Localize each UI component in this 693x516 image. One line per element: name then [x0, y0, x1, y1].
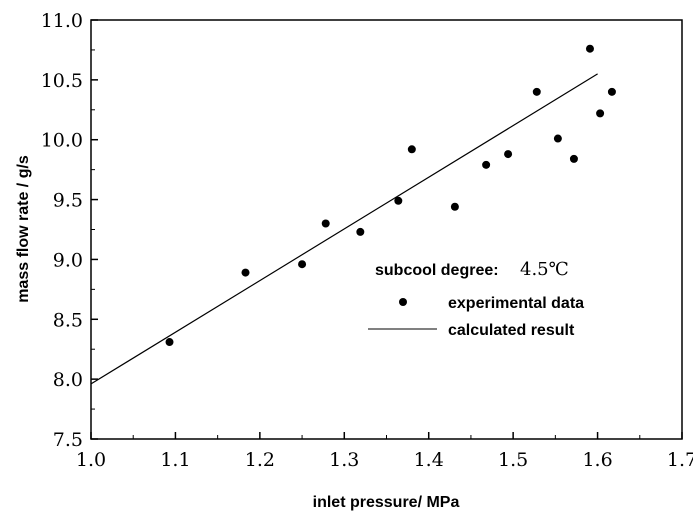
x-tick-label: 1.1	[160, 449, 190, 471]
y-tick-label: 8.5	[53, 309, 83, 331]
experimental-data-point	[482, 160, 491, 169]
experimental-data-point	[504, 150, 513, 159]
experimental-data-point	[585, 44, 594, 53]
legend-label-experimental: experimental data	[448, 295, 584, 312]
x-tick-label: 1.6	[582, 449, 612, 471]
x-axis-ticks	[90, 432, 683, 439]
legend: experimental data calculated result	[368, 295, 584, 339]
y-tick-label: 10.5	[41, 70, 83, 92]
experimental-data-point	[298, 260, 307, 269]
x-tick-label: 1.3	[329, 449, 359, 471]
legend-label-calculated: calculated result	[448, 322, 575, 339]
annotation-value: 4.5℃	[520, 259, 569, 280]
experimental-data-point	[607, 87, 616, 96]
x-axis-title: inlet pressure/ MPa	[313, 494, 460, 511]
experimental-data-point	[356, 227, 365, 236]
plot-frame	[90, 19, 683, 440]
y-tick-label: 8.0	[53, 369, 83, 391]
experimental-data-point	[569, 154, 578, 163]
experimental-data-point	[165, 338, 174, 347]
y-tick-label: 7.5	[53, 429, 83, 451]
experimental-data-point	[321, 219, 330, 228]
experimental-data-point	[596, 109, 605, 118]
y-tick-label: 11.0	[41, 10, 83, 32]
y-axis-tick-labels: 7.5 8.0 8.5 9.0 9.5 10.0 10.5 11.0	[41, 10, 83, 451]
annotation: subcool degree: 4.5℃	[375, 259, 569, 280]
legend-marker-experimental	[399, 298, 407, 306]
y-axis-title: mass flow rate / g/s	[15, 155, 32, 303]
experimental-data-point	[394, 196, 403, 205]
series-layer	[90, 44, 616, 385]
calculated-result-line	[90, 73, 598, 385]
y-axis-ticks	[91, 19, 98, 440]
experimental-data-point	[241, 268, 250, 277]
experimental-data-point	[532, 87, 541, 96]
y-tick-label: 10.0	[41, 130, 83, 152]
experimental-data-point	[407, 145, 416, 154]
x-tick-label: 1.7	[667, 449, 693, 471]
x-tick-label: 1.4	[414, 449, 444, 471]
x-tick-label: 1.2	[245, 449, 275, 471]
annotation-label: subcool degree:	[375, 262, 499, 279]
x-axis-tick-labels: 1.0 1.1 1.2 1.3 1.4 1.5 1.6 1.7	[76, 449, 693, 471]
y-tick-label: 9.5	[53, 190, 83, 212]
y-tick-label: 9.0	[53, 249, 83, 271]
x-tick-label: 1.0	[76, 449, 106, 471]
experimental-data-point	[553, 134, 562, 143]
experimental-data-point	[450, 202, 459, 211]
x-tick-label: 1.5	[498, 449, 528, 471]
